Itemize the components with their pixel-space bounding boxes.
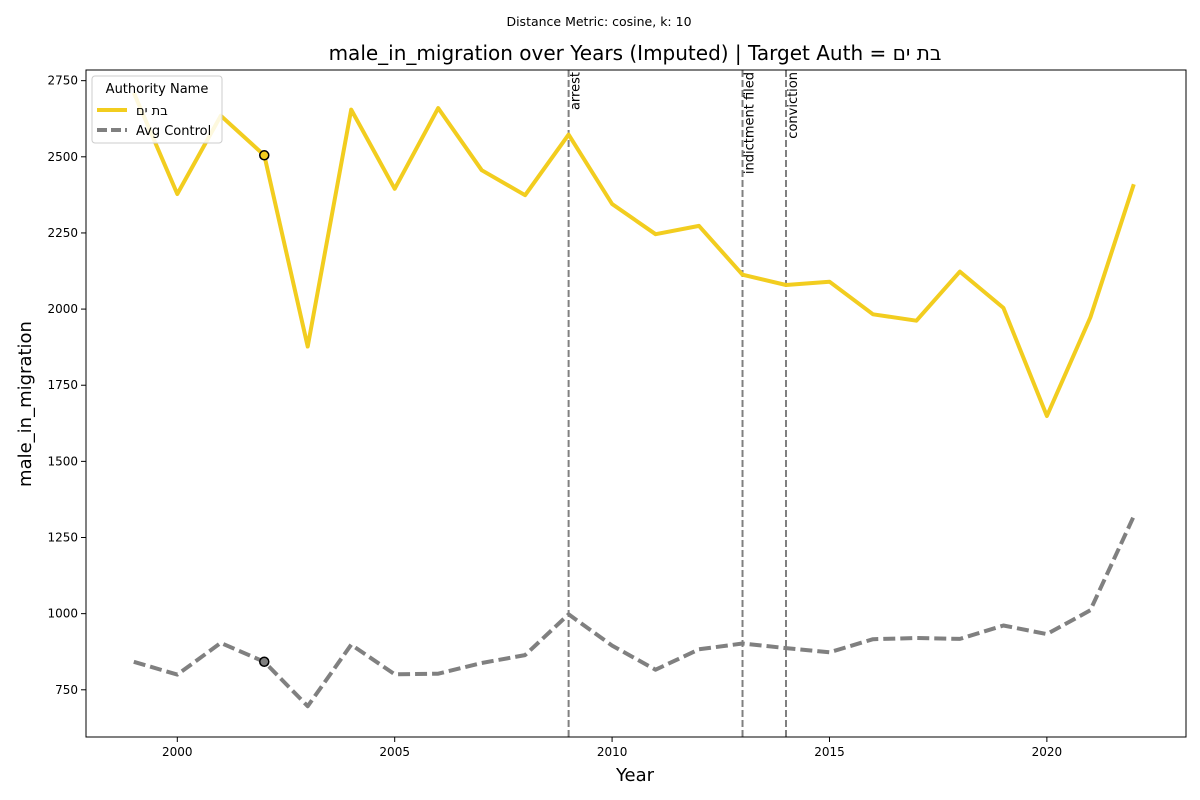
highlight-point [259, 150, 270, 161]
legend-label: בת ים [136, 104, 168, 119]
y-tick-label: 2000 [47, 302, 78, 316]
event-label: arrest [569, 72, 584, 110]
y-tick-label: 750 [55, 683, 78, 697]
event-label: conviction [786, 72, 801, 139]
y-tick-label: 2750 [47, 74, 78, 88]
event-label: indictment filed [743, 72, 758, 174]
series-line-1 [133, 515, 1136, 709]
legend-label: Avg Control [136, 124, 211, 139]
x-tick-label: 2000 [162, 745, 193, 759]
x-tick-label: 2005 [379, 745, 410, 759]
chart-suptitle: Distance Metric: cosine, k: 10 [506, 14, 691, 29]
y-tick-label: 2500 [47, 150, 78, 164]
chart-title: male_in_migration over Years (Imputed) |… [329, 41, 942, 65]
x-tick-label: 2010 [597, 745, 628, 759]
x-axis: 2000 2005 2010 2015 2020 [162, 737, 1062, 759]
x-tick-label: 2020 [1032, 745, 1063, 759]
y-tick-label: 2250 [47, 226, 78, 240]
y-axis: 750 1000 1250 1500 1750 2000 2250 2500 2750 [47, 74, 86, 697]
legend-title: Authority Name [106, 82, 209, 97]
legend: Authority Name בת ים Avg Control [91, 75, 223, 144]
y-tick-label: 1500 [47, 454, 78, 468]
y-tick-label: 1750 [47, 378, 78, 392]
y-tick-label: 1250 [47, 531, 78, 545]
plot-frame [85, 69, 1187, 738]
x-tick-label: 2015 [814, 745, 845, 759]
y-axis-label: male_in_migration [15, 321, 36, 487]
y-tick-label: 1000 [47, 607, 78, 621]
highlight-point [259, 656, 270, 668]
x-axis-label: Year [615, 765, 655, 786]
series-line-0 [131, 92, 1136, 418]
plot-area: arrest indictment filed conviction [131, 70, 1136, 737]
legend-box [91, 75, 223, 144]
